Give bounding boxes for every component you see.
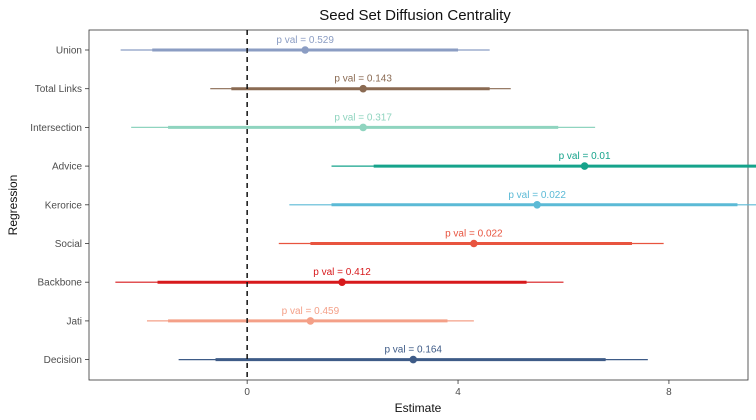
estimate-point-total-links	[359, 84, 367, 93]
pval-label-jati: p val = 0.459	[282, 306, 340, 317]
x-tick-label: 4	[455, 387, 461, 398]
x-tick-label: 8	[666, 387, 672, 398]
estimate-point-jati	[306, 317, 315, 325]
estimate-point-decision	[409, 355, 418, 364]
y-tick-label-total-links: Total Links	[35, 84, 82, 95]
pval-label-intersection: p val = 0.317	[334, 112, 392, 123]
y-tick-label-intersection: Intersection	[30, 123, 82, 134]
y-tick-label-jati: Jati	[66, 316, 82, 327]
estimate-point-kerorice	[533, 201, 541, 209]
estimate-point-intersection	[359, 123, 367, 132]
x-axis-title: Estimate	[395, 401, 442, 415]
pval-label-social: p val = 0.022	[445, 229, 503, 240]
y-tick-label-advice: Advice	[52, 162, 82, 173]
y-tick-label-decision: Decision	[44, 355, 82, 366]
pval-label-decision: p val = 0.164	[384, 345, 442, 356]
estimate-point-social	[470, 239, 478, 248]
y-tick-label-social: Social	[55, 239, 82, 250]
y-tick-label-kerorice: Kerorice	[45, 200, 83, 211]
estimate-point-backbone	[338, 278, 346, 287]
estimate-point-advice	[580, 162, 589, 170]
estimate-point-union	[301, 46, 309, 54]
y-axis-title: Regression	[6, 175, 20, 236]
pval-label-advice: p val = 0.01	[559, 151, 611, 162]
pval-label-kerorice: p val = 0.022	[508, 190, 566, 201]
pval-label-total-links: p val = 0.143	[334, 74, 392, 85]
pval-label-union: p val = 0.529	[276, 35, 334, 46]
chart-title: Seed Set Diffusion Centrality	[319, 7, 511, 24]
pval-label-backbone: p val = 0.412	[313, 267, 371, 278]
y-tick-label-backbone: Backbone	[38, 278, 83, 289]
y-tick-label-union: Union	[56, 46, 82, 57]
x-tick-label: 0	[244, 387, 250, 398]
